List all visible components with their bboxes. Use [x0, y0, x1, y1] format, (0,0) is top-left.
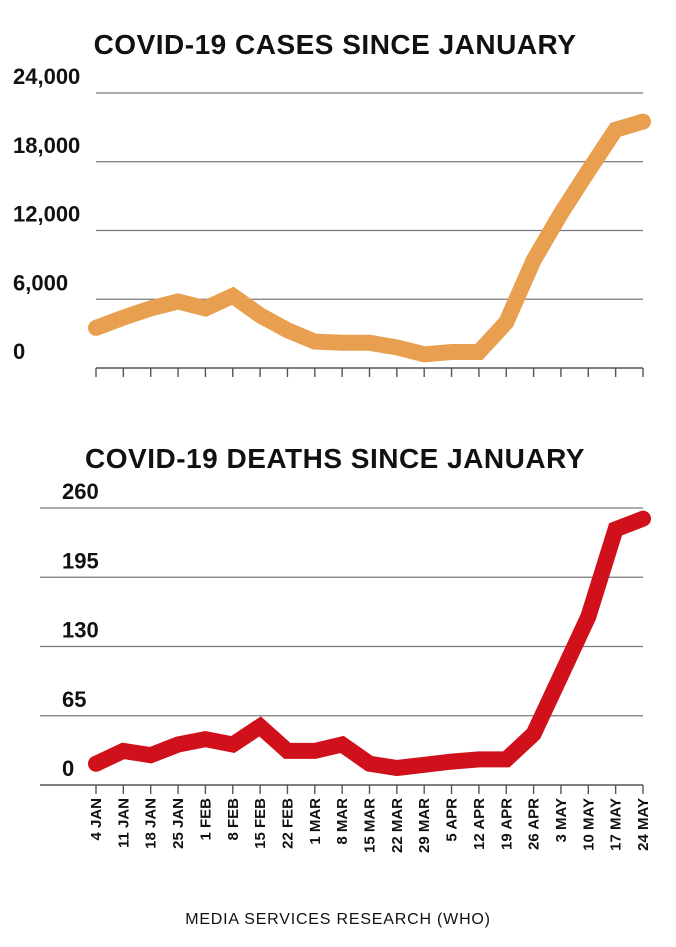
deaths-x-tick-label: 19 APR [498, 798, 515, 850]
deaths-x-tick-label: 11 JAN [115, 798, 132, 848]
deaths-x-ticks: 4 JAN 11 JAN 18 JAN 25 JAN 1 FEB 8 FEB 15 FEB 2… [88, 785, 652, 853]
deaths-x-tick-label: 26 APR [526, 798, 543, 850]
deaths-x-tick-label: 25 JAN [170, 798, 187, 849]
deaths-y-tick-label: 130 [62, 618, 99, 643]
deaths-y-tick-label: 0 [62, 756, 74, 781]
deaths-y-tick-label: 260 [62, 479, 99, 504]
deaths-x-tick-label: 1 FEB [197, 798, 214, 841]
deaths-x-tick-label: 22 FEB [279, 798, 296, 849]
deaths-x-tick-label: 15 MAR [362, 798, 379, 853]
deaths-x-tick-label: 12 APR [471, 798, 488, 850]
cases-chart: COVID-19 CASES SINCE JANUARY 0 6,000 12,00… [13, 29, 651, 377]
deaths-x-tick-label: 15 FEB [252, 798, 269, 849]
deaths-x-tick-label: 22 MAR [389, 798, 406, 853]
deaths-series-line [88, 510, 651, 777]
deaths-chart: COVID-19 DEATHS SINCE JANUARY 0 65 130 195 2… [40, 443, 652, 853]
deaths-chart-title: COVID-19 DEATHS SINCE JANUARY [85, 443, 585, 474]
deaths-x-tick-label: 1 MAR [307, 798, 324, 845]
deaths-y-ticks: 0 65 130 195 260 [62, 479, 99, 781]
deaths-x-tick-label: 4 JAN [88, 798, 105, 841]
cases-series-line [88, 113, 651, 363]
deaths-y-tick-label: 65 [62, 687, 86, 712]
deaths-x-tick-label: 29 MAR [416, 798, 433, 853]
cases-y-tick-label: 12,000 [13, 202, 80, 227]
cases-x-ticks [95, 368, 644, 377]
deaths-x-tick-label: 18 JAN [143, 798, 160, 849]
deaths-x-tick-label: 24 MAY [635, 798, 652, 851]
deaths-y-tick-label: 195 [62, 548, 99, 573]
cases-y-ticks: 0 6,000 12,000 18,000 24,000 [13, 64, 80, 364]
deaths-x-tick-label: 3 MAY [553, 798, 570, 842]
cases-chart-title: COVID-19 CASES SINCE JANUARY [94, 29, 577, 60]
cases-gridlines [96, 92, 643, 369]
deaths-series [88, 510, 651, 777]
deaths-x-tick-label: 10 MAY [580, 798, 597, 851]
source-note: MEDIA SERVICES RESEARCH (WHO) [185, 911, 491, 928]
deaths-x-tick-label: 8 MAR [334, 798, 351, 845]
deaths-x-tick-label: 5 APR [444, 798, 461, 842]
cases-y-tick-label: 18,000 [13, 133, 80, 158]
cases-y-tick-label: 0 [13, 339, 25, 364]
cases-y-tick-label: 24,000 [13, 64, 80, 89]
deaths-x-tick-label: 17 MAY [608, 798, 625, 851]
deaths-x-tick-label: 8 FEB [225, 798, 242, 841]
cases-y-tick-label: 6,000 [13, 270, 68, 295]
cases-series [88, 113, 651, 363]
